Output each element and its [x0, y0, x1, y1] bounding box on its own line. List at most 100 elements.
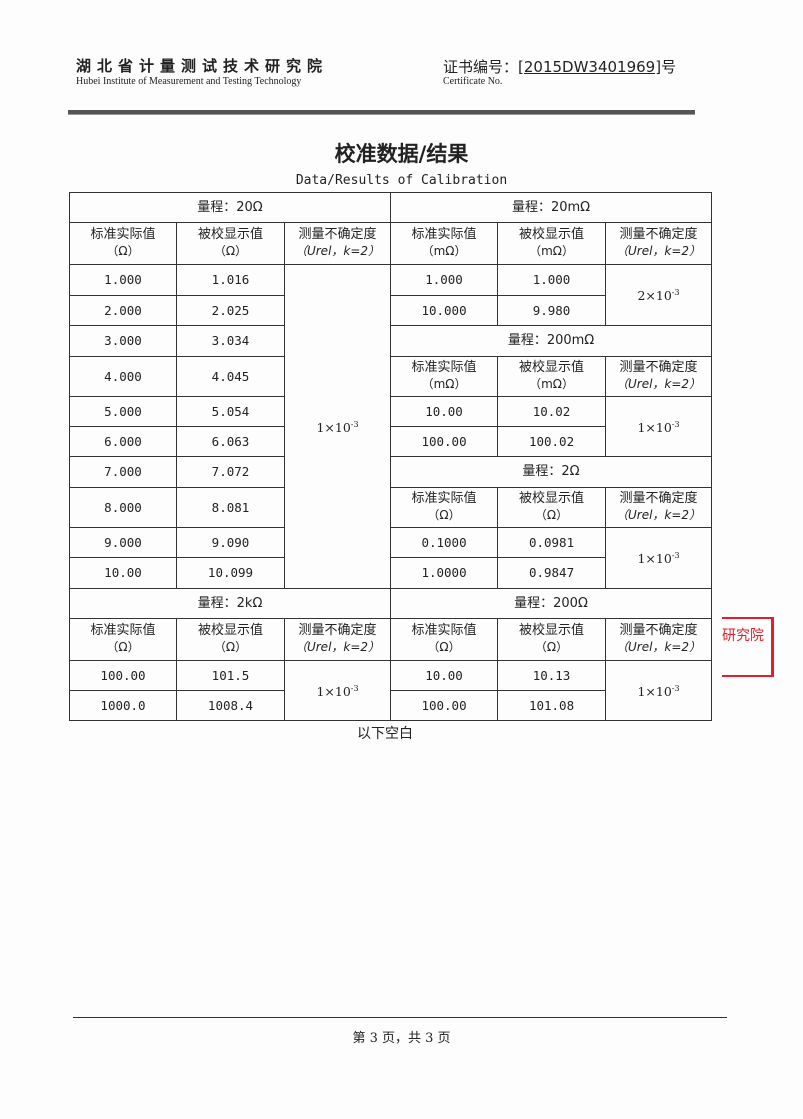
cell: 6.063	[176, 426, 285, 457]
unc: 1×10	[316, 684, 351, 700]
label: 测量不确定度	[619, 491, 698, 506]
unc: 2×10	[637, 288, 672, 304]
cell: 1008.4	[176, 690, 285, 721]
cell: 2.025	[176, 295, 285, 326]
col-unc: 测量不确定度 （Urel，k=2）	[283, 222, 392, 265]
col-dut: 被校显示值 （Ω）	[176, 222, 285, 265]
label: 测量不确定度	[619, 623, 698, 638]
cell: 4.045	[176, 356, 285, 397]
page-title: 校准数据/结果	[334, 142, 469, 166]
uncertainty-2ohm: 1×10-3	[605, 527, 713, 589]
table-row: 9.000 9.090 0.1000 0.0981 1×10-3	[69, 527, 713, 589]
unit: （Ω）	[534, 640, 569, 654]
uncertainty-200ohm: 1×10-3	[605, 660, 713, 721]
label: 测量不确定度	[619, 227, 698, 242]
col-unc: 测量不确定度 （Urel，k=2）	[283, 618, 392, 661]
exp: -3	[350, 419, 359, 429]
cell: 100.00	[390, 690, 499, 721]
label: 测量不确定度	[619, 360, 698, 375]
exp: -3	[671, 288, 680, 298]
range-200ohm: 量程：200Ω	[390, 588, 713, 619]
label: 被校显示值	[519, 360, 585, 375]
col-unc: 测量不确定度 （Urel，k=2）	[605, 222, 713, 265]
table-row: 2.000 2.025 10.000 9.980	[69, 295, 712, 326]
cell: 10.00	[390, 660, 499, 691]
unit: （Ω）	[534, 508, 569, 522]
label: 标准实际值	[411, 623, 477, 638]
label: 标准实际值	[90, 623, 156, 638]
unit: （mΩ）	[421, 244, 467, 258]
col-dut: 被校显示值 （Ω）	[176, 618, 285, 661]
range-200mohm: 量程：200mΩ	[390, 325, 713, 357]
cell: 7.072	[176, 456, 285, 488]
uncertainty-20ohm: 1×10-3	[283, 264, 392, 589]
table-row: 3.000 3.034 量程：200mΩ	[69, 325, 713, 357]
label: 被校显示值	[197, 227, 263, 242]
uncertainty-20mohm: 2×10-3	[605, 264, 713, 326]
table-row: 8.000 8.081 标准实际值 （Ω） 被校显示值 （Ω） 测量不确定度 （Ure…	[69, 487, 713, 528]
unc: 1×10	[637, 684, 672, 700]
cell: 0.9847	[497, 557, 607, 589]
cell: 10.00	[390, 396, 499, 427]
unc: 1×10	[316, 420, 351, 436]
cell: 1.0000	[390, 557, 499, 589]
org-name-en: Hubei Institute of Measurement and Testi…	[76, 76, 302, 87]
calibration-table: 量程：20Ω 量程：20mΩ 标准实际值 （Ω） 被校显示值 （Ω） 测量不确定度 （…	[68, 192, 713, 721]
cell: 0.1000	[390, 527, 499, 558]
exp: -3	[350, 683, 359, 693]
uncertainty-200mohm: 1×10-3	[605, 396, 713, 457]
exp: -3	[671, 683, 680, 693]
label: 测量不确定度	[298, 623, 377, 638]
cell: 1.016	[176, 264, 285, 296]
cell: 9.980	[497, 295, 607, 326]
unc: 1×10	[637, 551, 672, 567]
cell: 1000.0	[69, 690, 177, 721]
cell: 10.099	[176, 557, 285, 589]
table-row: 100.00 101.5 1×10-3 10.00 10.13 1×10-3	[69, 660, 713, 721]
unit: （Ω）	[106, 244, 140, 258]
cell: 9.090	[176, 527, 285, 558]
cell: 10.13	[497, 660, 607, 691]
label: 标准实际值	[90, 227, 156, 242]
certificate-number: 证书编号：[2015DW3401969]号	[443, 56, 676, 77]
label: 被校显示值	[519, 491, 585, 506]
header-divider	[68, 110, 695, 115]
uncertainty-2kohm: 1×10-3	[283, 660, 392, 721]
label: 标准实际值	[411, 491, 477, 506]
col-unc: 测量不确定度 （Urel，k=2）	[605, 487, 713, 528]
cell: 3.034	[176, 325, 285, 357]
page-number: 第 3 页，共 3 页	[352, 1031, 451, 1046]
cell: 10.02	[497, 396, 607, 427]
unit: （mΩ）	[529, 244, 574, 258]
unit: （mΩ）	[529, 377, 574, 391]
unit: （Ω）	[213, 244, 248, 258]
unit: （Ω）	[427, 640, 461, 654]
unit: （Urel，k=2）	[615, 244, 702, 258]
cert-no: [2015DW3401969]	[518, 58, 662, 76]
label: 标准实际值	[411, 227, 477, 242]
cell: 9.000	[69, 527, 177, 558]
col-std: 标准实际值 （Ω）	[390, 487, 499, 528]
table-row: 6.000 6.063 100.00 100.02	[69, 426, 712, 457]
col-std: 标准实际值 （Ω）	[69, 222, 177, 265]
range-20mohm: 量程：20mΩ	[390, 192, 713, 223]
unit: （Urel，k=2）	[615, 640, 702, 654]
col-std: 标准实际值 （Ω）	[390, 618, 499, 661]
cell: 101.5	[176, 660, 285, 691]
label: 被校显示值	[197, 623, 263, 638]
cell: 4.000	[69, 356, 177, 397]
cell: 101.08	[497, 690, 607, 721]
range-2ohm: 量程：2Ω	[390, 456, 713, 488]
col-dut: 被校显示值 （mΩ）	[497, 222, 607, 265]
unit: （Ω）	[213, 640, 248, 654]
red-seal-stamp: 研究院	[722, 617, 774, 677]
label: 被校显示值	[519, 227, 585, 242]
cell: 1.000	[390, 264, 499, 296]
col-std: 标准实际值 （Ω）	[69, 618, 177, 661]
unit: （Urel，k=2）	[615, 508, 702, 522]
cell: 100.00	[390, 426, 499, 457]
unit: （mΩ）	[421, 377, 467, 391]
col-unc: 测量不确定度 （Urel，k=2）	[605, 618, 713, 661]
org-name-cn: 湖北省计量测试技术研究院	[76, 57, 329, 75]
cell: 10.000	[390, 295, 499, 326]
